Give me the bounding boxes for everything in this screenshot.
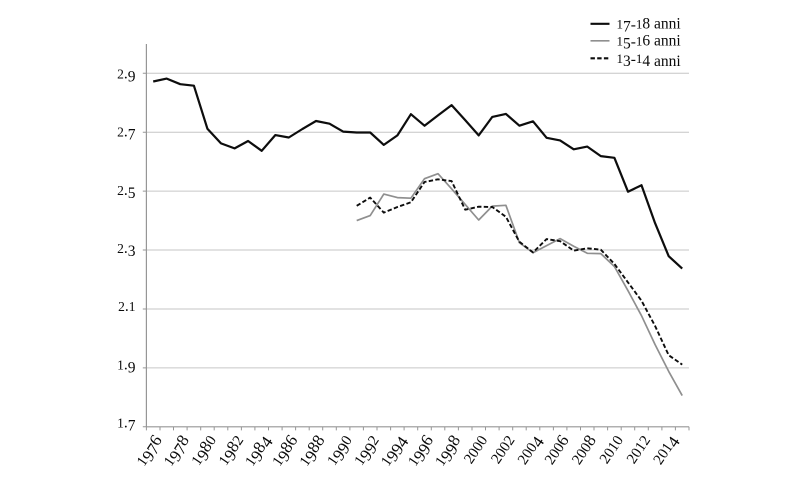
- svg-text:1.9: 1.9: [117, 356, 136, 376]
- svg-text:1988: 1988: [294, 431, 331, 471]
- svg-text:1.7: 1.7: [117, 415, 136, 435]
- svg-text:2.1: 2.1: [118, 298, 135, 315]
- svg-text:15-16 anni: 15-16 anni: [617, 33, 682, 53]
- svg-text:1980: 1980: [186, 431, 222, 470]
- svg-text:2014: 2014: [651, 433, 684, 470]
- svg-text:2.3: 2.3: [117, 240, 136, 260]
- svg-text:1990: 1990: [325, 433, 359, 470]
- svg-text:13-14 anni: 13-14 anni: [617, 51, 682, 70]
- svg-text:2.9: 2.9: [117, 66, 136, 86]
- svg-text:2.7: 2.7: [117, 124, 136, 144]
- svg-text:2006: 2006: [540, 431, 573, 467]
- svg-text:17-18 anni: 17-18 anni: [617, 16, 682, 36]
- svg-text:2.5: 2.5: [117, 182, 136, 202]
- svg-text:1984: 1984: [240, 431, 277, 471]
